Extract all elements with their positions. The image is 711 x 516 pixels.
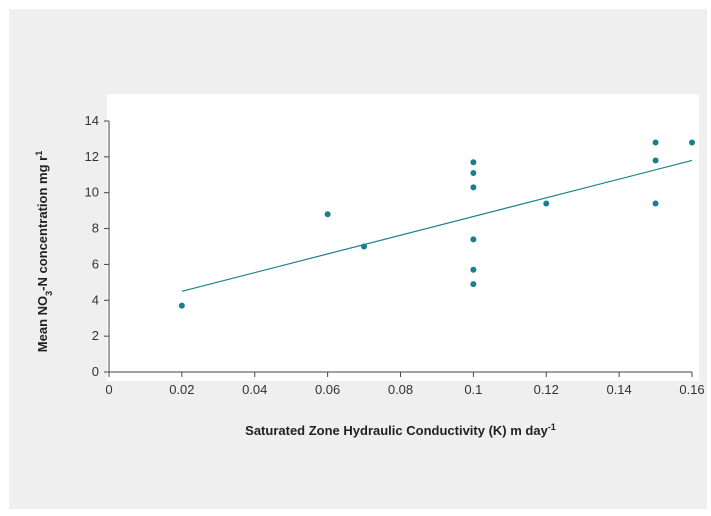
trend-line <box>181 159 693 292</box>
data-point <box>689 139 695 146</box>
x-axis-title-text: Saturated Zone Hydraulic Conductivity (K… <box>245 423 548 438</box>
y-axis-title-text: Mean NO <box>35 296 50 352</box>
data-point <box>652 200 659 207</box>
scatter-chart: 0 0.02 0.04 0.06 0.08 0.1 0.12 0.14 0.16 0 2 4 6 8 10 1… <box>34 94 705 438</box>
axes <box>104 120 693 377</box>
data-point <box>652 157 659 164</box>
y-tick-label: 12 <box>85 149 99 164</box>
data-point <box>178 302 185 309</box>
y-tick-label: 8 <box>92 221 99 236</box>
plot-area <box>107 94 699 381</box>
y-axis-title-subscript: 3 <box>44 291 54 296</box>
y-tick-label: 2 <box>92 328 99 343</box>
data-point <box>470 281 477 288</box>
x-tick-label: 0.14 <box>606 382 631 397</box>
y-tick-label: 4 <box>92 292 99 307</box>
data-point <box>652 139 659 146</box>
data-point <box>470 236 477 243</box>
data-point <box>470 184 477 191</box>
y-tick-label: 6 <box>92 256 99 271</box>
x-tick-label: 0.04 <box>242 382 267 397</box>
data-point <box>324 211 331 218</box>
y-axis-title: Mean NO3-N concentration mg r1 <box>34 151 54 352</box>
data-point <box>361 243 368 250</box>
chart-frame: 0 0.02 0.04 0.06 0.08 0.1 0.12 0.14 0.16 0 2 4 6 8 10 1… <box>9 9 707 509</box>
data-point <box>470 159 477 166</box>
data-point <box>543 200 550 207</box>
x-tick-label: 0 <box>105 382 112 397</box>
x-tick-label: 0.1 <box>464 382 482 397</box>
y-axis-title-text-2: -N concentration mg r <box>35 156 50 291</box>
x-axis-title: Saturated Zone Hydraulic Conductivity (K… <box>245 422 556 438</box>
x-tick-label: 0.08 <box>388 382 413 397</box>
data-points <box>178 139 695 309</box>
x-axis-title-superscript: -1 <box>548 422 556 432</box>
y-tick-label: 0 <box>92 364 99 379</box>
data-point <box>470 169 477 176</box>
y-tick-label: 10 <box>85 185 99 200</box>
x-tick-label: 0.16 <box>679 382 704 397</box>
x-tick-label: 0.02 <box>169 382 194 397</box>
x-tick-label: 0.12 <box>534 382 559 397</box>
tick-labels: 0 0.02 0.04 0.06 0.08 0.1 0.12 0.14 0.16 0 2 4 6 8 10 1… <box>85 113 705 397</box>
y-tick-label: 14 <box>85 113 99 128</box>
y-axis-title-superscript: 1 <box>34 151 44 156</box>
x-tick-label: 0.06 <box>315 382 340 397</box>
data-point <box>470 266 477 273</box>
